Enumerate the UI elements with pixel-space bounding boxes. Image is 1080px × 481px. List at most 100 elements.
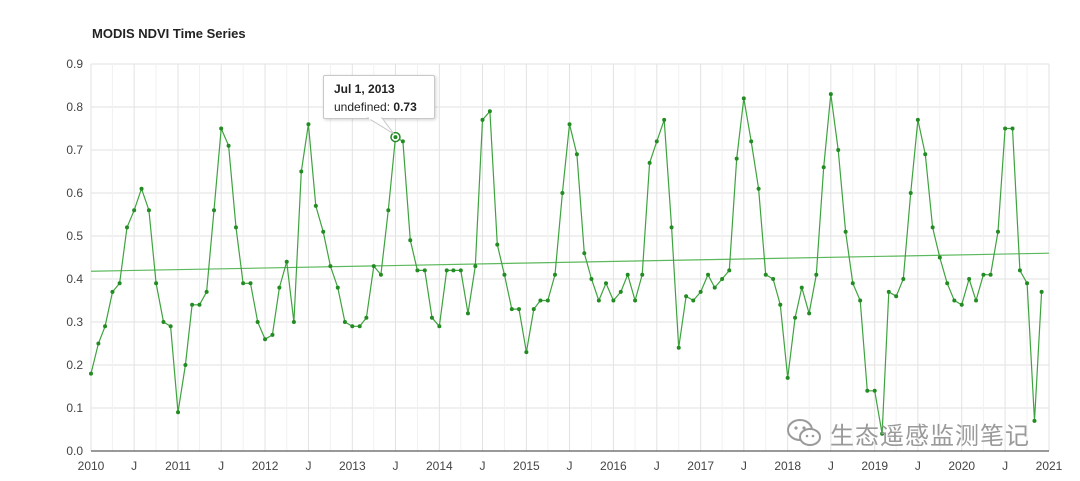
data-point [894,294,899,299]
data-point [821,165,826,170]
data-point [400,139,405,144]
data-point [706,272,711,277]
data-point [313,203,318,208]
data-point [988,272,993,277]
data-point [270,332,275,337]
data-point [567,122,572,127]
x-tick-label: 2019 [861,459,888,473]
y-tick-label: 0.6 [66,186,83,200]
data-point [161,320,166,324]
data-point [850,281,855,286]
data-point [255,320,260,324]
data-point [741,96,746,101]
x-tick-label: 2020 [948,459,975,473]
data-point [190,302,195,307]
y-tick-label: 0.2 [66,358,83,372]
x-tick-label: J [915,459,921,473]
x-tick-label: 2012 [252,459,279,473]
x-tick-label: 2014 [426,459,453,473]
data-point [1010,126,1015,131]
data-point [110,289,115,294]
data-point [814,272,819,277]
data-point [604,281,609,286]
data-point [799,285,804,290]
data-point [640,272,645,277]
data-point [611,298,616,303]
data-point [952,298,957,303]
data-point [908,191,913,195]
x-tick-label: J [218,459,224,473]
data-point [633,298,638,303]
data-point [96,341,101,346]
data-point [1032,418,1037,423]
data-point [756,186,761,191]
x-tick-label: J [479,459,485,473]
ndvi-series [90,94,1043,434]
data-point [487,109,492,114]
x-tick-labels: 2010 J 2011 J 2012 J 2013 J 2014 J 2015 J 2016 J 2017 J… [78,459,1063,473]
watermark: 生态遥感监测笔记 [786,416,1030,450]
data-point [771,277,776,281]
data-point [364,315,369,320]
data-tooltip: Jul 1, 2013 undefined: 0.73 [323,75,435,119]
data-point [386,208,391,213]
data-point [945,281,950,286]
data-point [212,208,217,213]
data-point [647,160,652,165]
data-point [516,307,521,312]
data-point [429,315,434,320]
data-point [698,289,703,294]
data-point [437,324,442,329]
data-point [154,281,159,286]
data-point [371,264,376,269]
data-point [335,285,340,290]
data-point [828,92,833,97]
x-tick-label: 2016 [600,459,627,473]
data-point [465,311,470,316]
data-point [204,289,209,294]
data-point [727,268,732,273]
data-point [995,229,1000,234]
x-tick-label: J [131,459,137,473]
data-point [691,298,696,303]
data-point [1017,268,1022,273]
data-point [263,337,268,342]
data-point [103,324,108,329]
data-point [233,225,238,230]
data-point [125,225,130,230]
data-point [582,251,587,256]
data-point [531,307,536,312]
highlight-dot [393,135,398,140]
data-point [183,363,188,367]
data-point [117,281,122,286]
x-tick-label: J [741,459,747,473]
data-point [321,229,326,234]
data-point [509,307,514,312]
data-point [1003,126,1008,131]
data-point [408,238,413,243]
data-point [618,289,623,294]
chart-title: MODIS NDVI Time Series [92,26,246,41]
data-point [502,272,507,277]
data-point [923,152,928,157]
tooltip-label: undefined: [334,100,391,114]
y-tick-labels: 0.0 0.1 0.2 0.3 0.4 0.5 0.6 0.7 0.8 0.9 [66,57,83,458]
tooltip-value: 0.73 [393,100,417,114]
data-point [865,388,870,393]
data-point [1039,289,1044,294]
x-tick-label: 2021 [1036,459,1063,473]
data-point [858,298,863,303]
data-point [422,268,427,273]
data-point [146,208,151,213]
data-point [872,388,877,393]
data-point [415,268,420,273]
data-point [378,272,383,277]
data-point [843,229,848,234]
x-tick-label: J [305,459,311,473]
data-point [625,272,630,277]
data-point [959,302,964,307]
x-tick-label: 2015 [513,459,540,473]
data-point [654,139,659,144]
data-point [552,272,557,277]
